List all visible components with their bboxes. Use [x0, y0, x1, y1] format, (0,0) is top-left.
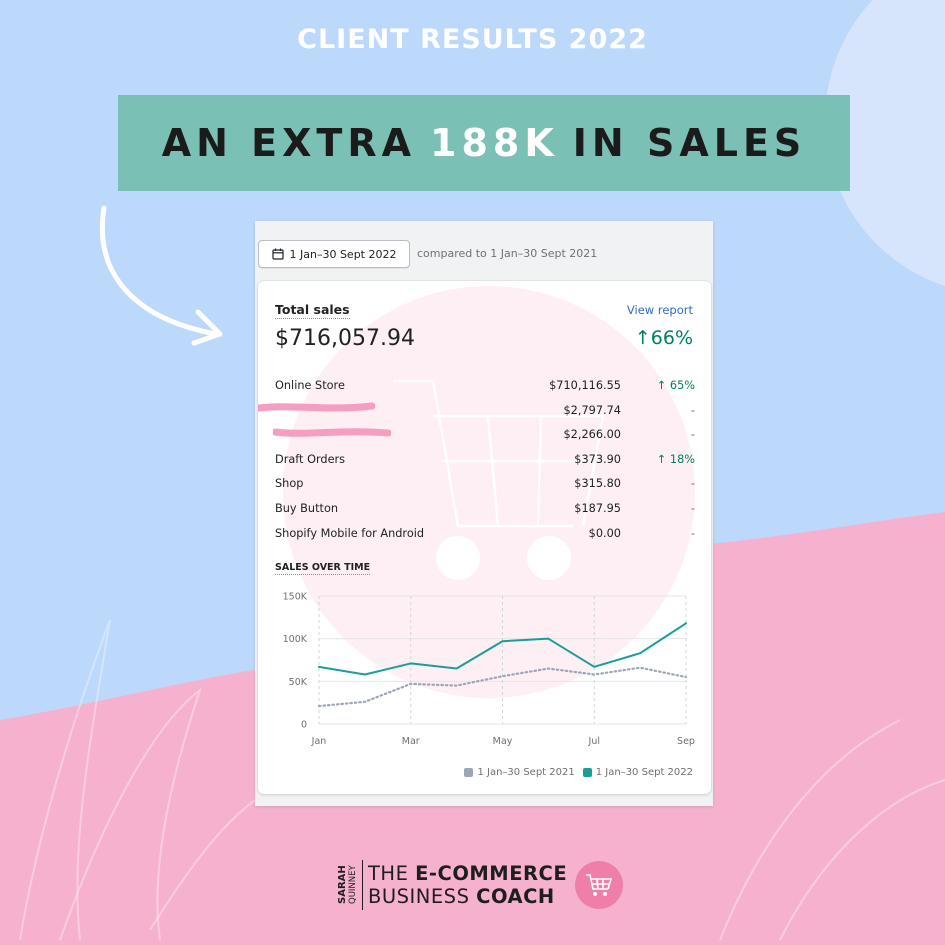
shopping-cart-icon	[586, 874, 613, 896]
comparison-period-text: compared to 1 Jan–30 Sept 2021	[417, 247, 598, 260]
x-tick-label: May	[493, 736, 513, 747]
y-tick-label: 150K	[283, 592, 308, 603]
legend-item-2021: 1 Jan–30 Sept 2021	[464, 767, 575, 778]
channel-amount: $2,797.74	[563, 403, 622, 417]
x-tick-label: Jul	[588, 736, 600, 747]
channel-amount: $710,116.55	[549, 379, 621, 392]
channel-change: -	[690, 526, 695, 540]
headline-banner: AN EXTRA 188K IN SALES	[118, 95, 850, 191]
y-tick-label: 0	[301, 720, 307, 731]
brand-author-name: SARAH QUINNEY	[337, 858, 358, 912]
sales-report-panel: 1 Jan–30 Sept 2022 compared to 1 Jan–30 …	[255, 221, 713, 806]
series-line-2022	[318, 622, 687, 676]
legend-label-2021: 1 Jan–30 Sept 2021	[477, 767, 575, 778]
brand-first-name: SARAH	[337, 865, 348, 905]
brand-last-name: QUINNEY	[348, 865, 358, 905]
channel-name: Shop	[275, 477, 304, 491]
channel-name: Draft Orders	[275, 452, 346, 466]
sales-channel-list: Online Store $710,116.55 ↑ 65% $2,797.74…	[258, 375, 695, 548]
legend-item-2022: 1 Jan–30 Sept 2022	[582, 767, 693, 778]
channel-change: -	[690, 403, 695, 417]
channel-change: ↑ 18%	[656, 452, 695, 466]
channel-row-shopify-mobile-android: Shopify Mobile for Android $0.00 -	[275, 523, 695, 548]
brand-line2-bold: COACH	[476, 885, 555, 908]
page-top-title: CLIENT RESULTS 2022	[297, 24, 648, 55]
channel-row-buy-button: Buy Button $187.95 -	[275, 498, 695, 523]
brand-divider	[362, 860, 363, 910]
channel-name: Shopify Mobile for Android	[275, 526, 425, 540]
x-tick-label: Jan	[311, 736, 327, 747]
y-tick-label: 100K	[283, 634, 308, 645]
date-range-label: 1 Jan–30 Sept 2022	[289, 247, 397, 261]
headline-text: AN EXTRA 188K IN SALES	[162, 121, 807, 165]
channel-row-shop: Shop $315.80 -	[275, 473, 695, 498]
channel-amount: $0.00	[588, 526, 621, 540]
channel-row-draft-orders: Draft Orders $373.90 ↑ 18%	[275, 449, 695, 474]
curved-arrow-icon	[99, 205, 223, 346]
channel-change: ↑ 65%	[656, 379, 695, 392]
sales-over-time-title: SALES OVER TIME	[275, 562, 371, 575]
channel-change: -	[690, 428, 695, 442]
y-tick-label: 50K	[289, 677, 308, 688]
legend-swatch-2021	[464, 768, 474, 777]
brand-cart-badge	[575, 861, 624, 909]
total-sales-value: $716,057.94	[275, 326, 415, 351]
channel-name: Online Store	[275, 379, 345, 392]
sales-over-time-chart: 0 50K 100K 150K Jan Mar May Jul Sep	[283, 592, 695, 748]
channel-row-redacted-2: $2,266.00 -	[273, 424, 695, 449]
series-line-2021	[317, 666, 688, 708]
redaction-mark	[273, 428, 391, 437]
channel-amount: $315.80	[574, 477, 621, 491]
x-tick-label: Sep	[677, 736, 695, 747]
total-sales-card: Total sales View report $716,057.94 ↑66%…	[258, 281, 711, 794]
total-sales-change: ↑66%	[634, 327, 693, 349]
legend-swatch-2022	[582, 768, 592, 777]
channel-change: -	[690, 477, 695, 491]
date-range-button[interactable]: 1 Jan–30 Sept 2022	[258, 240, 410, 268]
channel-amount: $373.90	[574, 452, 621, 466]
x-tick-label: Mar	[402, 736, 420, 747]
view-report-link[interactable]: View report	[626, 303, 693, 317]
headline-highlight: 188K	[430, 121, 559, 165]
total-sales-label: Total sales	[275, 302, 350, 319]
brand-logo: SARAH QUINNEY THE E-COMMERCE BUSINESS CO…	[337, 858, 624, 912]
brand-wordmark: THE E-COMMERCE BUSINESS COACH	[368, 862, 567, 908]
headline-before: AN EXTRA	[161, 121, 416, 165]
headline-after: IN SALES	[572, 121, 807, 165]
channel-row-redacted-1: $2,797.74 -	[258, 400, 695, 425]
channel-row-online-store: Online Store $710,116.55 ↑ 65%	[275, 375, 695, 400]
brand-line1-bold: E-COMMERCE	[415, 862, 568, 885]
channel-name: Buy Button	[275, 501, 339, 515]
channel-amount: $187.95	[574, 501, 621, 515]
channel-amount: $2,266.00	[563, 428, 622, 442]
brand-line1-light: THE	[368, 862, 416, 885]
chart-legend: 1 Jan–30 Sept 2021 1 Jan–30 Sept 2022	[456, 767, 693, 778]
legend-label-2022: 1 Jan–30 Sept 2022	[595, 767, 693, 778]
calendar-icon	[271, 248, 284, 260]
brand-line2-light: BUSINESS	[368, 885, 477, 908]
channel-change: -	[690, 501, 695, 515]
shopping-cart-watermark-icon	[283, 286, 695, 698]
redaction-mark	[258, 402, 375, 412]
